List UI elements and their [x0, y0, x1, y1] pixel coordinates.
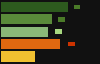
- Bar: [1, 14, 52, 24]
- Bar: [74, 5, 80, 9]
- Bar: [1, 27, 48, 37]
- Bar: [68, 42, 74, 46]
- Bar: [58, 17, 65, 22]
- Bar: [1, 51, 35, 62]
- Bar: [55, 29, 62, 34]
- Bar: [1, 2, 68, 12]
- Bar: [1, 39, 60, 49]
